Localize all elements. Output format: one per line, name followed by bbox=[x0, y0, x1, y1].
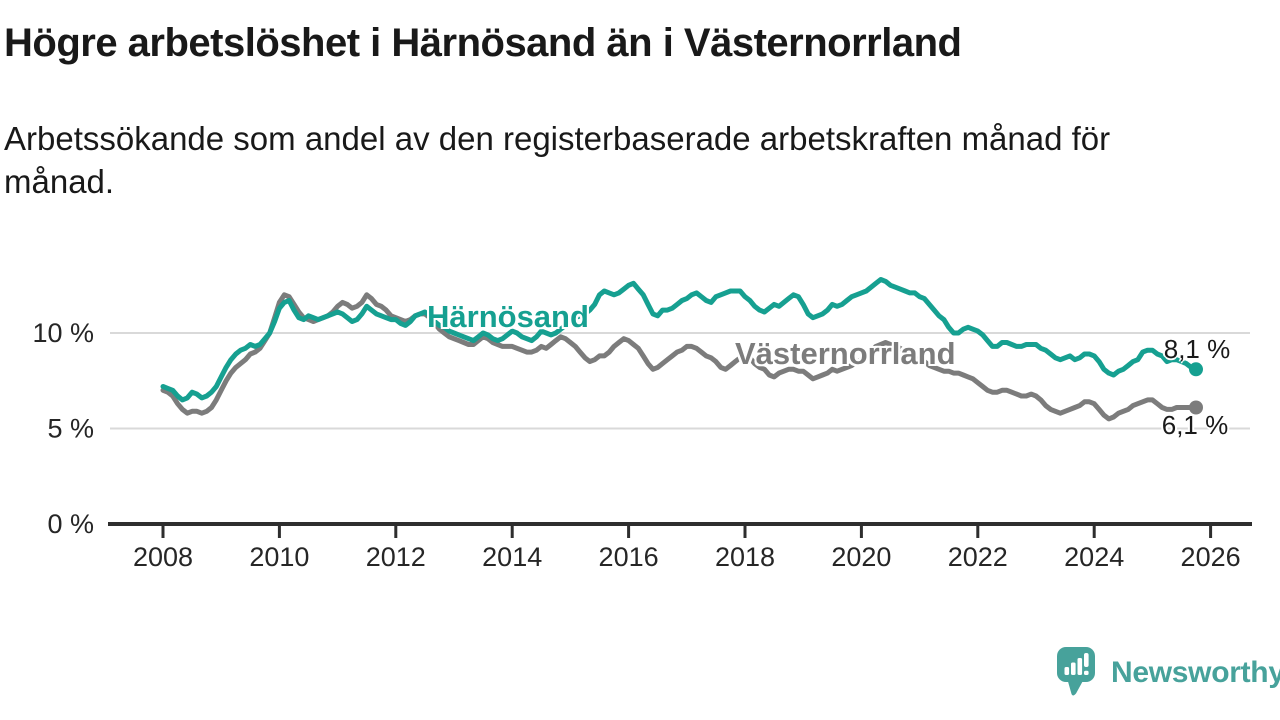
series-end-dot-västernorrland bbox=[1189, 400, 1203, 415]
series-label-harnosand: Härnösand bbox=[427, 299, 589, 334]
end-value-label-vasternorrland: 6,1 % bbox=[1161, 410, 1229, 440]
x-axis-tick-label: 2018 bbox=[715, 542, 775, 572]
y-axis-tick-label: 10 % bbox=[32, 318, 94, 348]
x-axis-tick-label: 2014 bbox=[482, 542, 542, 572]
brand-wordmark: Newsworthy bbox=[1111, 656, 1280, 689]
x-axis-tick-label: 2012 bbox=[366, 542, 426, 572]
x-axis-tick-label: 2026 bbox=[1181, 542, 1241, 572]
subtitle-line-2: månad. bbox=[4, 163, 115, 200]
x-axis-tick-label: 2022 bbox=[948, 542, 1008, 572]
chart-subtitle: Arbetssökande som andel av den registerb… bbox=[4, 117, 1110, 203]
y-axis-tick-label: 0 % bbox=[47, 509, 94, 539]
x-axis-tick-label: 2016 bbox=[599, 542, 659, 572]
newsworthy-logo: Newsworthy bbox=[1056, 645, 1280, 701]
subtitle-line-1: Arbetssökande som andel av den registerb… bbox=[4, 120, 1111, 157]
y-axis-tick-label: 5 % bbox=[47, 414, 94, 444]
series-label-vasternorrland: Västernorrland bbox=[735, 336, 956, 371]
series-line-härnösand bbox=[160, 277, 1199, 403]
series-line-västernorrland bbox=[160, 292, 1199, 422]
x-axis-tick-label: 2008 bbox=[133, 542, 193, 572]
end-value-label-harnosand: 8,1 % bbox=[1163, 334, 1231, 364]
x-axis-tick-label: 2010 bbox=[249, 542, 309, 572]
x-axis-tick-label: 2024 bbox=[1064, 542, 1124, 572]
series-end-dot-härnösand bbox=[1189, 362, 1203, 377]
speech-bubble-bar-chart-icon bbox=[1057, 647, 1095, 696]
page-title: Högre arbetslöshet i Härnösand än i Väst… bbox=[4, 21, 962, 65]
x-axis-tick-label: 2020 bbox=[831, 542, 891, 572]
